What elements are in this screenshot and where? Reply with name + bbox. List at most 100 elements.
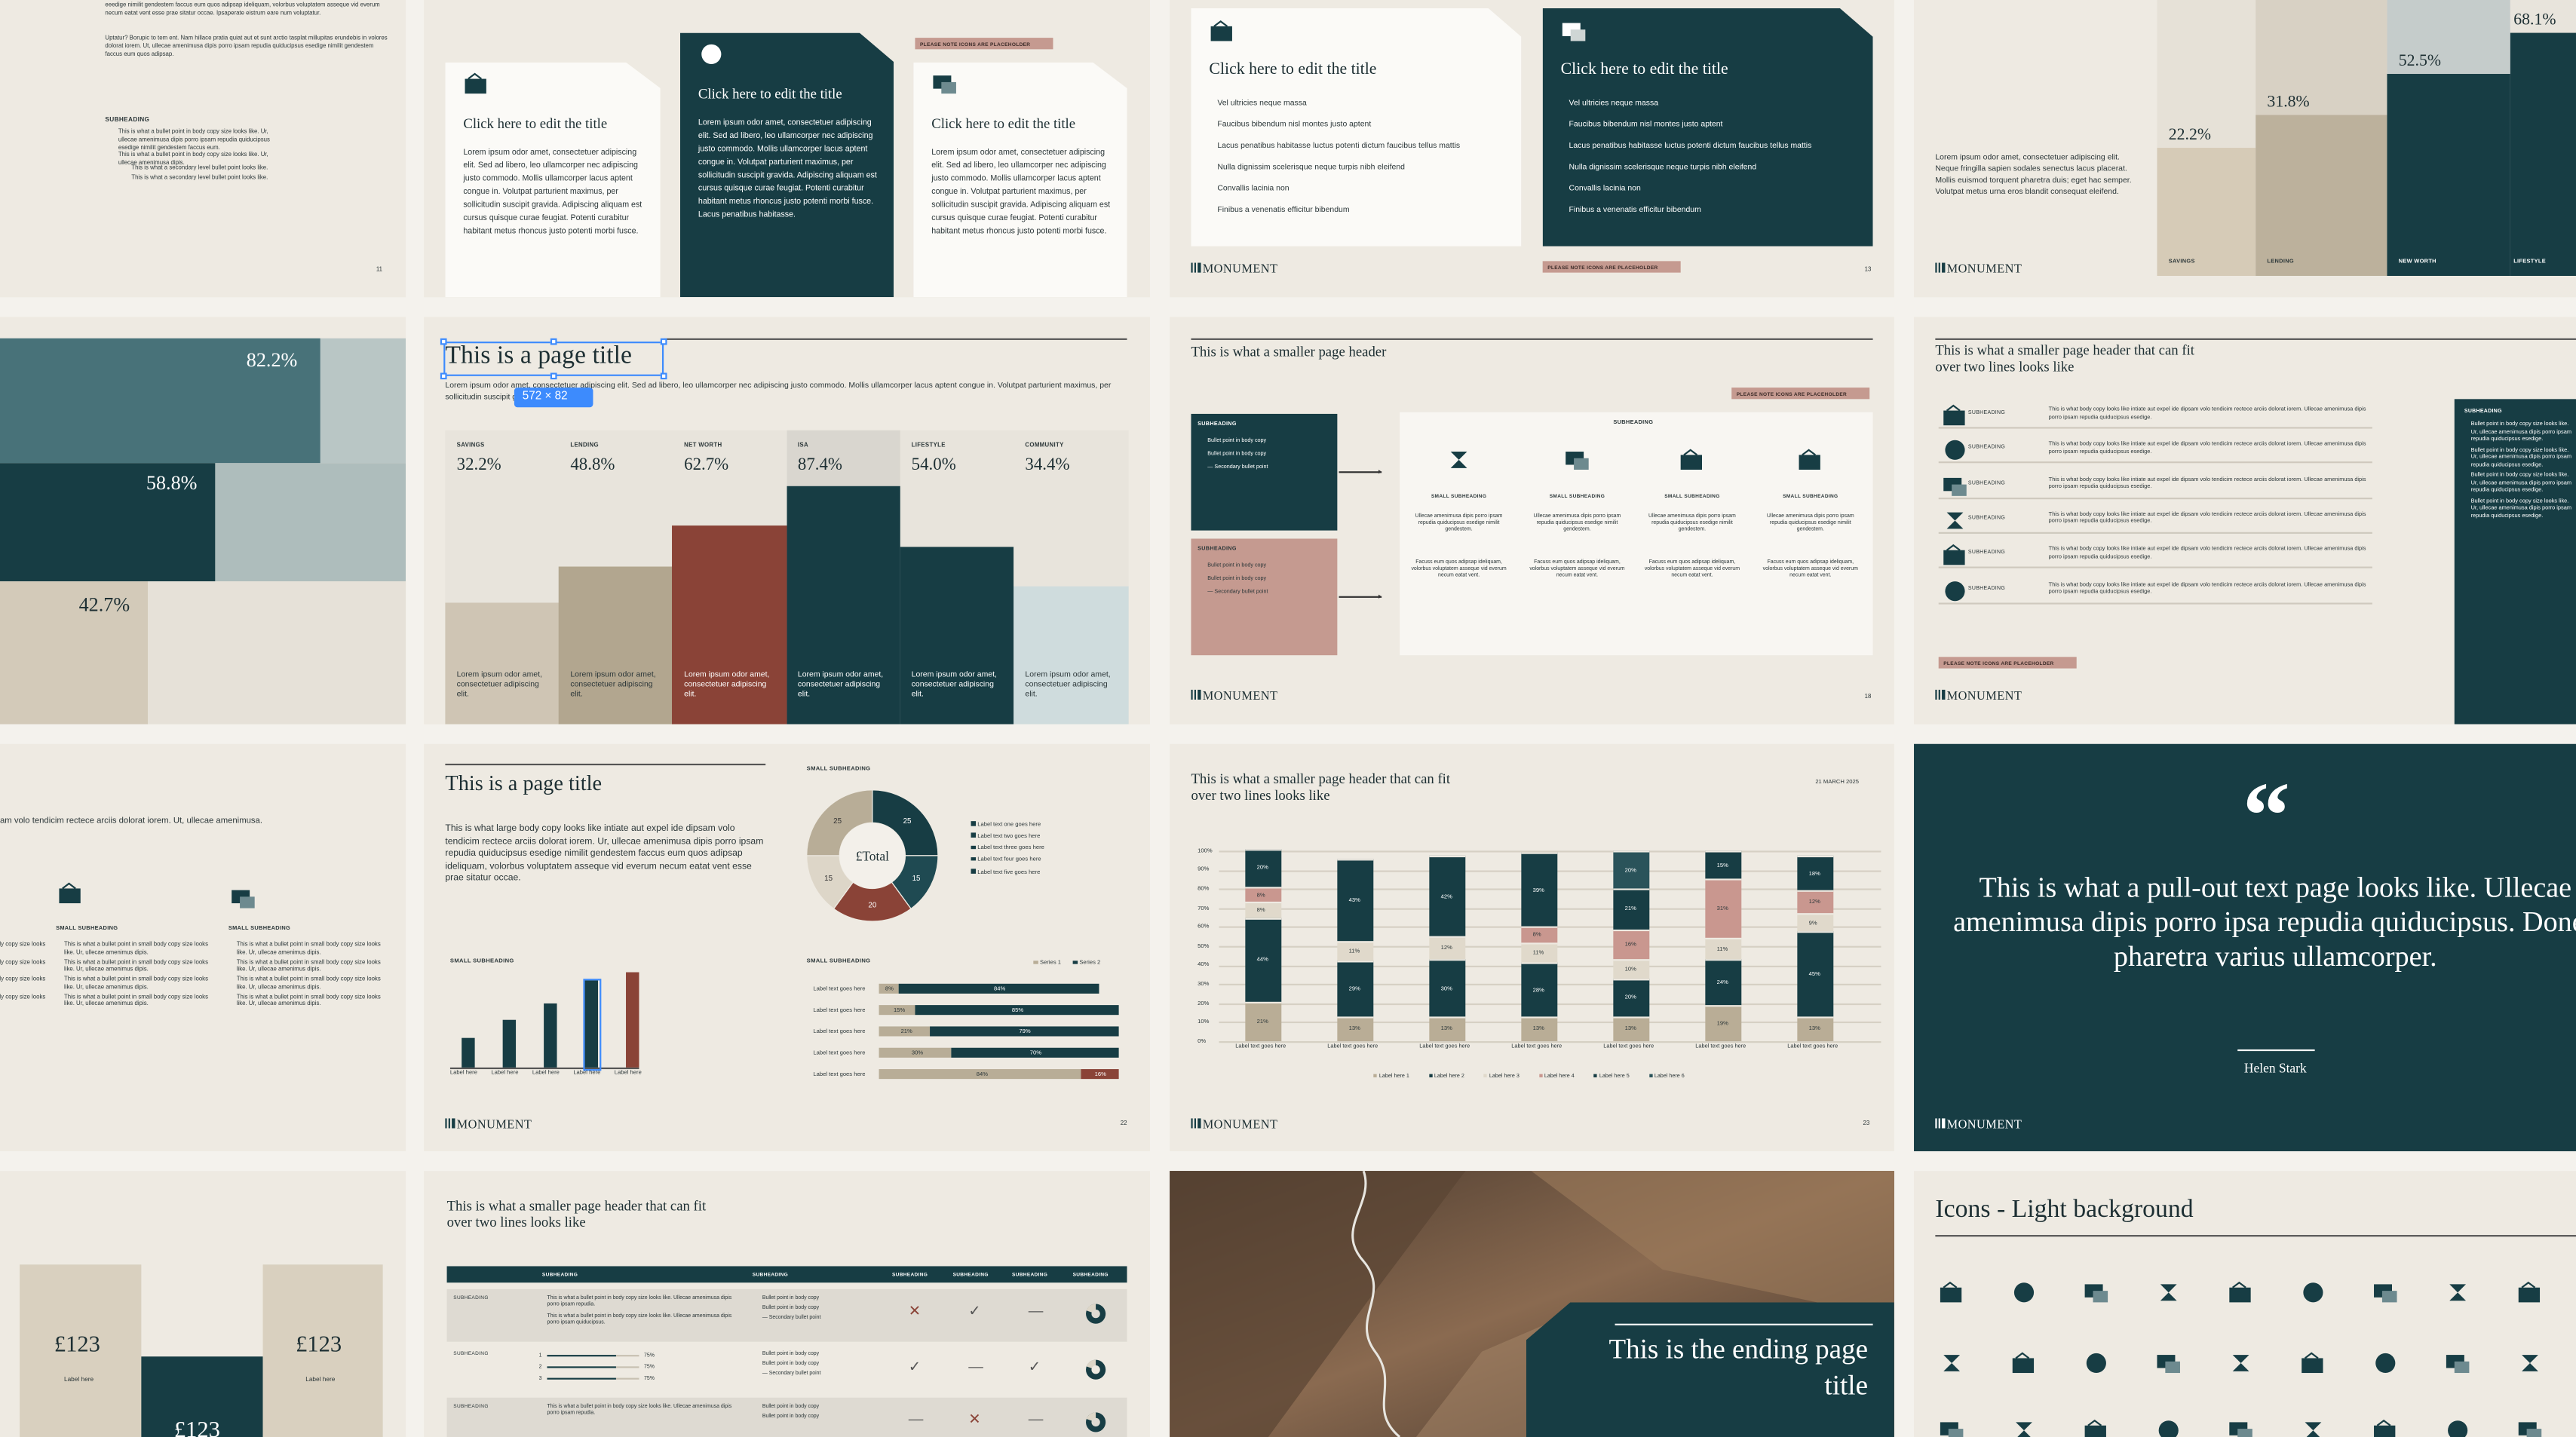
- arrow: [1339, 596, 1382, 598]
- icon: [2013, 1282, 2035, 1303]
- icon: [1948, 1429, 1964, 1437]
- logo-bar: [1198, 262, 1201, 273]
- column: [462, 1037, 475, 1068]
- icon: [2448, 1420, 2468, 1437]
- item-text: Ullecae amenimusa dipis porro ipsam repu…: [1533, 512, 1621, 533]
- legend-swatch: [1072, 960, 1078, 964]
- icon: [2521, 1281, 2536, 1288]
- logo-bar: [1198, 689, 1201, 700]
- card-value: £123: [296, 1333, 342, 1359]
- graphic: [1943, 544, 1965, 565]
- bullet: This is what a bullet point in small bod…: [0, 992, 46, 1000]
- logo-bar: [445, 1118, 447, 1129]
- bullet: Convallis lacinia non: [1569, 185, 1641, 195]
- icon: [59, 888, 81, 904]
- table-header-cell: SUBHEADING: [541, 1270, 578, 1278]
- column-value: 87.4%: [797, 456, 842, 475]
- segment-label: 13%: [1808, 1025, 1820, 1032]
- slide: “This is what a pull-out text page looks…: [1914, 743, 2576, 1151]
- legend-swatch: [1428, 1073, 1433, 1077]
- graphic: [701, 44, 722, 64]
- column-label: LIFESTYLE: [911, 441, 946, 449]
- slide: This is a page title Lorem ipsum odor ame…: [424, 317, 1150, 725]
- y-tick-label: 100%: [1198, 847, 1213, 854]
- stacked-segment: [1521, 942, 1558, 964]
- bullet: This is what a secondary level bullet po…: [131, 173, 268, 181]
- pie-icon: [1091, 1309, 1100, 1319]
- selection-box: [443, 342, 664, 376]
- bullet: This is what a bullet point in small bod…: [236, 958, 381, 973]
- logo-bar: [1194, 689, 1197, 700]
- stacked-segment: [1797, 890, 1834, 914]
- icon: [2015, 1352, 2030, 1359]
- legend-swatch: [971, 844, 975, 850]
- row-text: This is what body copy looks like intiat…: [2048, 510, 2366, 525]
- legend-swatch: [971, 869, 975, 874]
- bar: [915, 1005, 1119, 1016]
- legend-label: Label here 4: [1544, 1072, 1575, 1080]
- segment-label: 11%: [1532, 949, 1544, 956]
- bar-value: 30%: [911, 1049, 924, 1056]
- photo: [1170, 1171, 1466, 1437]
- note-tag: [1938, 657, 2077, 668]
- bar: [879, 1047, 951, 1058]
- icon: [1952, 483, 1967, 495]
- y-tick-label: 0%: [1198, 1037, 1207, 1044]
- icon: [1946, 512, 1964, 529]
- bullet: Bullet point in body copy: [1207, 437, 1267, 444]
- block: [215, 463, 406, 582]
- bar-value: 15%: [894, 1007, 906, 1014]
- icon: [2084, 1425, 2106, 1437]
- slide: This is a page title This is what large b…: [424, 743, 1150, 1151]
- icon: [1450, 452, 1467, 468]
- legend-label: Series 1: [1040, 959, 1062, 966]
- graphic: 25 15 20 15 25 £Total: [806, 789, 939, 922]
- table-cell: 75%: [643, 1374, 655, 1381]
- subheading: SUBHEADING: [1198, 420, 1237, 427]
- stacked-segment: [1429, 959, 1466, 1017]
- stacked-segment: [1797, 930, 1834, 1017]
- card-title: Click here to edit the title: [931, 115, 1076, 132]
- icon: [2160, 1284, 2177, 1301]
- icon: [1799, 455, 1820, 470]
- card: [913, 62, 1127, 298]
- brand: MONUMENT: [456, 1117, 532, 1132]
- bullet: This is what a secondary level bullet po…: [131, 164, 268, 171]
- table-mark: ✓: [1028, 1358, 1041, 1375]
- block-value: 42.7%: [78, 593, 130, 616]
- y-tick-label: 90%: [1198, 866, 1210, 873]
- quote-text: This is what a pull-out text page looks …: [1953, 870, 2576, 973]
- stacked-segment: [1613, 928, 1650, 960]
- slide: PLEASE NOTE ICONS ARE PLACEHOLDER Click h…: [424, 0, 1150, 298]
- stacked-segment: [1613, 850, 1650, 889]
- graphic: [1562, 23, 1586, 41]
- slide: This is what a smaller page header that …: [424, 1171, 1150, 1437]
- icon: [2381, 1291, 2397, 1303]
- rule: [2237, 1049, 2315, 1052]
- note-text: PLEASE NOTE ICONS ARE PLACEHOLDER: [1736, 390, 1848, 397]
- column-top: [559, 430, 673, 567]
- graphic: [1210, 20, 1232, 41]
- legend-label: Label text one goes here: [977, 820, 1041, 827]
- icon: [2158, 1420, 2179, 1437]
- card-value: £123: [54, 1333, 100, 1359]
- graphic: [1943, 1355, 1961, 1371]
- bullet: Bullet point in body copy size looks lik…: [2470, 496, 2572, 519]
- table-cell: 1: [538, 1351, 542, 1359]
- x-label: Label text goes here: [1419, 1043, 1470, 1049]
- icon: [1943, 550, 1965, 565]
- bullet: Convallis lacinia non: [1217, 185, 1290, 195]
- graphic: [2229, 1281, 2251, 1303]
- logo-bar: [1191, 689, 1194, 700]
- y-tick-label: 50%: [1198, 942, 1210, 949]
- progress-bar: [547, 1365, 616, 1369]
- table-cell: — Secondary bullet point: [762, 1313, 821, 1321]
- segment-label: 11%: [1348, 947, 1360, 954]
- text: This is what large body copy looks like …: [445, 824, 764, 884]
- bullet: This is what a bullet point in small bod…: [236, 941, 381, 955]
- logo-bar: [1194, 1118, 1197, 1129]
- icon: [1802, 449, 1816, 456]
- note-text: PLEASE NOTE ICONS ARE PLACEHOLDER: [919, 40, 1031, 47]
- stacked-segment: [1429, 936, 1466, 960]
